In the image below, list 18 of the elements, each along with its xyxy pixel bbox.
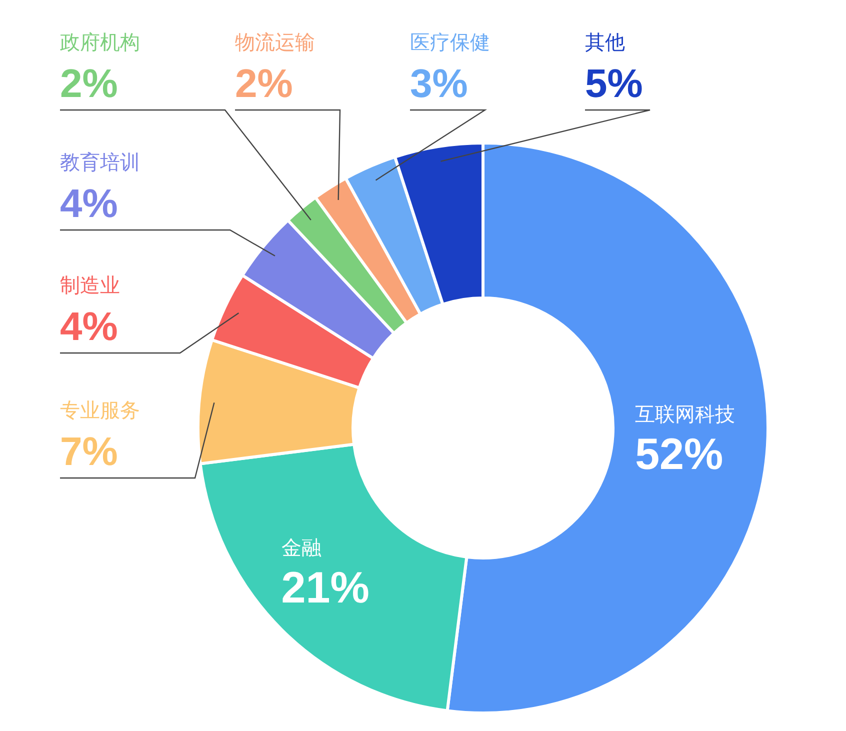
- slice-label: 物流运输: [235, 32, 315, 54]
- data-label: 21%: [281, 564, 370, 613]
- data-label: 2%: [235, 62, 293, 106]
- slice-label: 医疗保健: [410, 32, 490, 54]
- data-label: 4%: [60, 182, 118, 226]
- slice-label: 教育培训: [60, 151, 140, 174]
- data-label: 5%: [585, 62, 643, 106]
- slice-label: 其他: [585, 32, 625, 54]
- slice-label: 互联网科技: [635, 404, 736, 426]
- data-label: 2%: [60, 62, 118, 106]
- data-label: 4%: [60, 305, 118, 349]
- data-label: 3%: [410, 62, 468, 106]
- slice-label: 金融: [281, 538, 322, 560]
- slice-label: 专业服务: [60, 400, 140, 422]
- slice-label: 政府机构: [60, 32, 140, 54]
- data-label: 7%: [60, 430, 118, 474]
- slice-label: 制造业: [60, 275, 120, 297]
- data-label: 52%: [635, 430, 724, 480]
